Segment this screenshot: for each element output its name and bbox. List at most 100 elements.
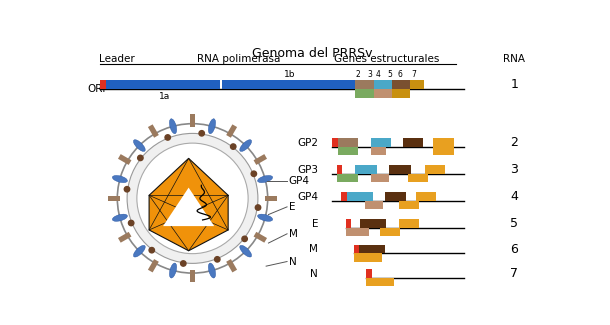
Bar	[371, 147, 386, 155]
Bar	[222, 80, 355, 89]
Text: 3: 3	[510, 163, 518, 176]
Bar	[355, 165, 377, 174]
Text: GP2: GP2	[297, 138, 318, 148]
Text: 2: 2	[510, 136, 518, 150]
Bar	[374, 89, 392, 98]
Ellipse shape	[240, 245, 251, 257]
Bar	[399, 219, 419, 227]
Text: 1b: 1b	[284, 70, 296, 79]
Polygon shape	[265, 196, 277, 201]
Bar	[360, 219, 386, 227]
Text: N: N	[289, 256, 296, 266]
Ellipse shape	[256, 205, 260, 210]
Polygon shape	[163, 188, 214, 226]
Text: GP4: GP4	[289, 176, 310, 187]
Ellipse shape	[138, 155, 143, 161]
Polygon shape	[108, 196, 120, 201]
Text: GP3: GP3	[297, 165, 318, 175]
Bar	[371, 174, 389, 182]
Ellipse shape	[209, 263, 215, 278]
Polygon shape	[190, 270, 195, 282]
Ellipse shape	[257, 214, 273, 221]
Bar	[392, 80, 411, 89]
Bar	[403, 138, 423, 147]
Bar	[338, 138, 358, 147]
Ellipse shape	[170, 263, 177, 278]
Text: 6: 6	[510, 243, 518, 256]
Bar	[99, 80, 106, 89]
Ellipse shape	[137, 143, 248, 254]
Bar	[346, 192, 373, 201]
Polygon shape	[118, 232, 131, 243]
Bar	[354, 245, 359, 253]
Ellipse shape	[129, 220, 134, 226]
Text: Genes estructurales: Genes estructurales	[334, 54, 439, 64]
Bar	[392, 89, 411, 98]
Bar	[371, 138, 391, 147]
Bar	[380, 227, 400, 236]
Bar	[411, 80, 424, 89]
Polygon shape	[226, 124, 237, 138]
Ellipse shape	[215, 257, 220, 262]
Bar	[425, 165, 445, 174]
Bar	[385, 192, 406, 201]
Bar	[365, 201, 383, 209]
Polygon shape	[254, 232, 267, 243]
Ellipse shape	[251, 171, 257, 176]
Bar	[432, 138, 454, 147]
Ellipse shape	[231, 144, 236, 149]
Ellipse shape	[242, 236, 247, 241]
Ellipse shape	[257, 176, 273, 183]
Ellipse shape	[181, 261, 186, 266]
Ellipse shape	[127, 133, 258, 263]
Ellipse shape	[112, 214, 127, 221]
Text: 1a: 1a	[159, 92, 170, 101]
Bar	[415, 192, 436, 201]
Ellipse shape	[134, 140, 145, 151]
Polygon shape	[118, 154, 131, 165]
Bar	[337, 174, 358, 182]
Bar	[342, 192, 346, 201]
Polygon shape	[254, 154, 267, 165]
Text: ORF: ORF	[87, 84, 109, 94]
Polygon shape	[148, 259, 159, 272]
Text: Genoma del PRRSv: Genoma del PRRSv	[253, 47, 373, 60]
Bar	[355, 89, 374, 98]
Ellipse shape	[112, 176, 127, 183]
Text: 5: 5	[388, 70, 393, 79]
Bar	[332, 138, 338, 147]
Bar	[374, 80, 392, 89]
Bar	[432, 147, 454, 155]
Text: E: E	[312, 219, 318, 229]
Text: Leader: Leader	[99, 54, 134, 64]
Text: M: M	[289, 229, 298, 239]
Bar	[399, 201, 419, 209]
Text: 4: 4	[510, 190, 518, 203]
Ellipse shape	[124, 187, 130, 192]
Text: N: N	[310, 269, 318, 279]
Bar	[359, 245, 386, 253]
Polygon shape	[148, 124, 159, 138]
Text: 7: 7	[411, 70, 416, 79]
Bar	[354, 253, 382, 262]
Text: E: E	[289, 202, 295, 212]
Text: 6: 6	[397, 70, 402, 79]
Text: 1: 1	[510, 78, 518, 91]
Ellipse shape	[170, 119, 177, 134]
Bar	[408, 174, 428, 182]
Bar	[337, 165, 342, 174]
Ellipse shape	[134, 245, 145, 257]
Polygon shape	[190, 114, 195, 127]
Ellipse shape	[149, 248, 154, 253]
Text: 3: 3	[368, 70, 373, 79]
Ellipse shape	[117, 124, 268, 273]
Text: 5: 5	[510, 217, 518, 230]
Text: RNA: RNA	[503, 54, 525, 64]
Bar	[355, 80, 374, 89]
Ellipse shape	[240, 140, 251, 151]
Bar	[346, 227, 369, 236]
Bar	[338, 147, 358, 155]
Text: 7: 7	[510, 267, 518, 280]
Text: 4: 4	[375, 70, 380, 79]
Bar	[389, 165, 411, 174]
